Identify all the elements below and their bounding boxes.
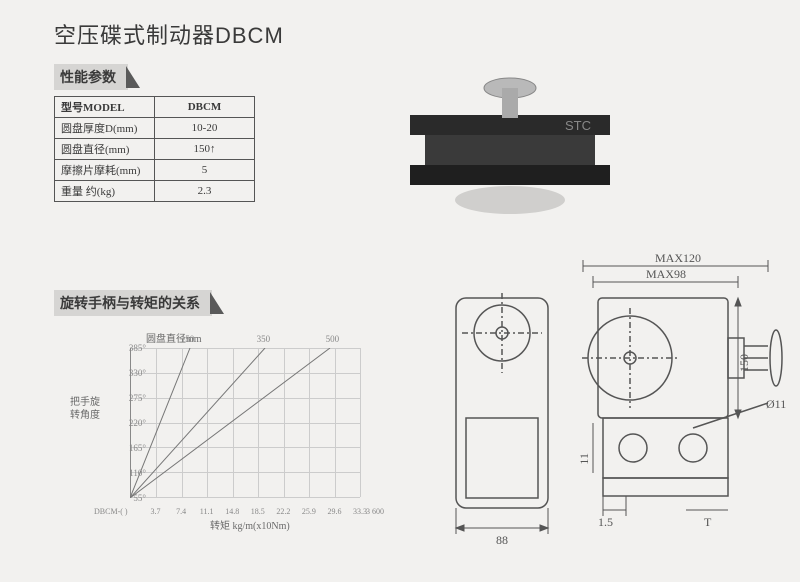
table-row: 型号MODELDBCM	[55, 97, 255, 118]
page-title: 空压碟式制动器DBCM	[54, 18, 284, 50]
spec-label: 圆盘直径(mm)	[55, 139, 155, 160]
chart-xbot-tick: 3.7	[151, 507, 161, 516]
chart-xlabel: 转矩 kg/m(x10Nm)	[210, 517, 290, 532]
svg-text:11: 11	[577, 453, 591, 465]
chart-ytick: 275°	[129, 393, 146, 403]
spec-value: 2.3	[155, 181, 255, 202]
chart-ytick: 220°	[129, 418, 146, 428]
chart-plot-area	[130, 348, 360, 498]
chart-xbot-tick: 33.3	[353, 507, 367, 516]
header-slash-icon	[126, 66, 140, 88]
table-row: 圆盘直径(mm)150↑	[55, 139, 255, 160]
chart-xbot-tick: 7.4	[176, 507, 186, 516]
chart-xtop-tick: 150	[181, 334, 195, 344]
spec-table: 型号MODELDBCM圆盘厚度D(mm)10-20圆盘直径(mm)150↑摩擦片…	[54, 96, 255, 202]
chart-xbot-tick: 11.1	[200, 507, 214, 516]
chart-ylabel: 把手旋转角度	[70, 396, 100, 422]
spec-label: 摩擦片摩耗(mm)	[55, 160, 155, 181]
chart-xbot-tick: 29.6	[327, 507, 341, 516]
chart-xbot-tick: 14.8	[225, 507, 239, 516]
svg-text:Ø11: Ø11	[766, 397, 786, 411]
header-slash-icon	[210, 292, 224, 314]
spec-value: 150↑	[155, 139, 255, 160]
spec-value: 10-20	[155, 118, 255, 139]
engineering-drawing: MAX120 MAX98 88	[428, 248, 788, 568]
spec-label: 型号MODEL	[55, 97, 155, 118]
spec-label: 重量 约(kg)	[55, 181, 155, 202]
chart-xbot-tick: 22.2	[276, 507, 290, 516]
chart-ytick: 330°	[129, 368, 146, 378]
chart-xbot-tick: 25.9	[302, 507, 316, 516]
chart-ytick: 165°	[129, 443, 146, 453]
section-header-chart: 旋转手柄与转矩的关系	[54, 290, 224, 316]
svg-text:T: T	[704, 515, 712, 529]
table-row: 圆盘厚度D(mm)10-20	[55, 118, 255, 139]
torque-chart: 圆盘直径mm 把手旋转角度 转矩 kg/m(x10Nm) DBCM-( ) 3 …	[70, 330, 380, 530]
section-header-label: 性能参数	[54, 64, 128, 90]
chart-ytick: 385°	[129, 343, 146, 353]
chart-xprefix: DBCM-( )	[94, 507, 128, 516]
section-header-label: 旋转手柄与转矩的关系	[54, 290, 212, 316]
spec-value: DBCM	[155, 97, 255, 118]
svg-text:MAX98: MAX98	[646, 267, 686, 281]
svg-text:88: 88	[496, 533, 508, 547]
table-row: 摩擦片摩耗(mm)5	[55, 160, 255, 181]
svg-text:1.5: 1.5	[598, 515, 613, 529]
chart-xbot-tick: 18.5	[251, 507, 265, 516]
chart-xtop-tick: 500	[326, 334, 340, 344]
table-row: 重量 约(kg)2.3	[55, 181, 255, 202]
section-header-specs: 性能参数	[54, 64, 140, 90]
svg-text:150: 150	[737, 354, 751, 372]
product-photo: STC	[380, 70, 660, 225]
spec-label: 圆盘厚度D(mm)	[55, 118, 155, 139]
svg-text:MAX120: MAX120	[655, 251, 701, 265]
chart-ytick: 110°	[129, 468, 146, 478]
spec-value: 5	[155, 160, 255, 181]
chart-xend: 3 600	[366, 507, 384, 516]
chart-ytick: 55°	[133, 493, 146, 503]
svg-text:STC: STC	[565, 118, 591, 133]
chart-xtop-tick: 350	[257, 334, 271, 344]
